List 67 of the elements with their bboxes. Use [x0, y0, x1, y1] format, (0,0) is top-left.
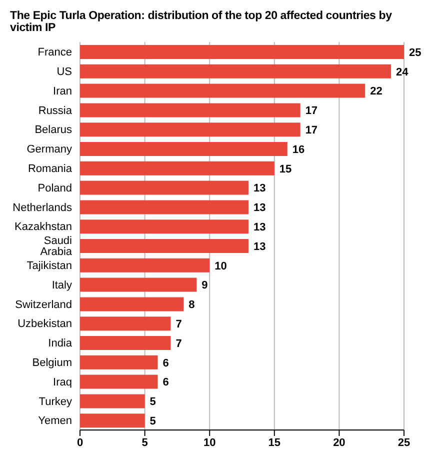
- data-label: 10: [214, 260, 227, 272]
- data-label: 9: [202, 280, 208, 292]
- y-tick-label: Iraq: [53, 376, 72, 388]
- x-tick-label: 0: [76, 436, 84, 449]
- y-tick-label: Iran: [53, 85, 72, 98]
- y-tick-label: Kazakhstan: [14, 221, 72, 234]
- x-tick-label: 5: [142, 436, 148, 449]
- y-tick-label: France: [38, 46, 72, 59]
- bar: [80, 239, 248, 253]
- x-tick-label: 10: [203, 436, 216, 449]
- data-label: 6: [162, 357, 169, 370]
- y-tick-label: Belarus: [34, 124, 72, 136]
- data-label: 13: [253, 222, 266, 234]
- y-tick-label: Belgium: [32, 357, 72, 370]
- data-label: 13: [253, 202, 266, 214]
- bar: [80, 278, 197, 292]
- x-tick-label: 15: [268, 436, 281, 449]
- y-tick-label: Uzbekistan: [18, 318, 72, 330]
- y-tick-label: Italy: [52, 279, 72, 292]
- bar: [80, 374, 158, 389]
- bar: [80, 220, 248, 234]
- bar: [80, 45, 404, 59]
- bar: [80, 122, 300, 137]
- bar: [80, 414, 145, 428]
- data-label: 13: [253, 182, 266, 195]
- x-tick-label: 20: [333, 436, 346, 449]
- bar: [80, 200, 248, 214]
- data-label: 7: [176, 318, 182, 331]
- bar: [80, 336, 171, 350]
- y-tick-label: Yemen: [38, 415, 72, 428]
- bar: [80, 161, 274, 176]
- bar: [80, 258, 210, 272]
- bar: [80, 355, 158, 370]
- data-label: 22: [370, 86, 382, 98]
- data-label: 6: [162, 376, 169, 389]
- y-tick-label: Tajikistan: [26, 260, 72, 272]
- y-tick-label: Turkey: [38, 396, 72, 408]
- data-label: 8: [188, 299, 195, 312]
- data-label: 24: [396, 66, 410, 78]
- data-label: 17: [305, 124, 318, 137]
- data-label: 17: [305, 105, 318, 118]
- y-tick-label: India: [48, 338, 73, 350]
- y-tick-label: Poland: [38, 182, 72, 194]
- data-label: 5: [150, 416, 156, 428]
- bar: [80, 316, 171, 331]
- chart-title: The Epic Turla Operation: distribution of the top 20 affected countries by victim IP: [9, 9, 393, 36]
- y-tick-label: Germany: [26, 144, 72, 156]
- data-label: 7: [176, 338, 182, 350]
- y-tick-label: Netherlands: [12, 202, 72, 214]
- y-tick-label: Russia: [38, 104, 73, 117]
- bar: [80, 180, 248, 195]
- bar: [80, 394, 145, 408]
- bar: [80, 142, 288, 156]
- data-label: 13: [253, 240, 266, 253]
- y-tick-label: Switzerland: [15, 298, 72, 311]
- bar: [80, 103, 300, 118]
- x-tick-label: 25: [398, 436, 410, 449]
- bar: [80, 64, 392, 78]
- y-tick-label: Romania: [28, 163, 73, 176]
- data-label: 25: [409, 46, 422, 59]
- y-tick-label: Saudi Arabia: [40, 235, 73, 258]
- data-label: 15: [279, 163, 292, 176]
- bar: [80, 297, 184, 312]
- y-tick-label: US: [56, 66, 72, 78]
- data-label: 16: [292, 144, 305, 156]
- bar: [80, 84, 366, 98]
- data-label: 5: [150, 396, 156, 408]
